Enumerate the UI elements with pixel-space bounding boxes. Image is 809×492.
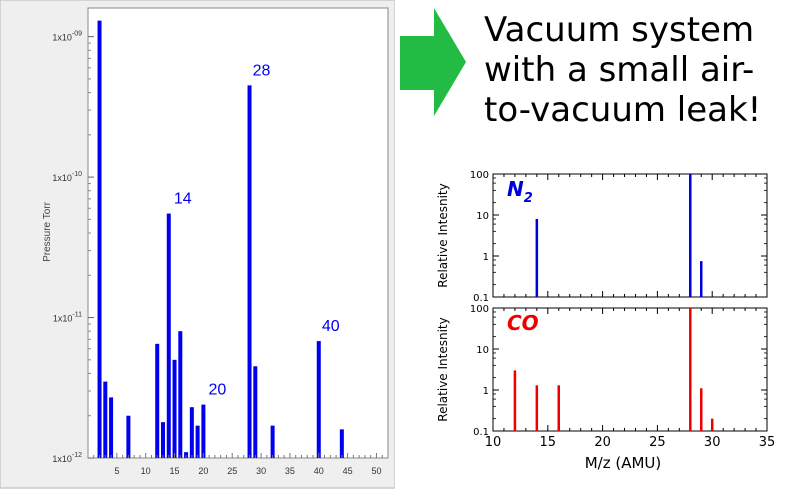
data-bar: [247, 85, 252, 458]
x-tick-label: 35: [759, 435, 776, 450]
data-bar: [178, 331, 183, 458]
y-axis-label: Relative Intesnity: [436, 317, 450, 421]
peak-annotation: 28: [253, 62, 271, 79]
x-tick-label: 25: [649, 435, 666, 450]
data-bar: [161, 422, 165, 458]
y-tick-label: 10: [476, 211, 489, 222]
plot-frame: [492, 307, 768, 432]
y-tick-label: 100: [470, 304, 489, 315]
data-bar: [126, 415, 131, 458]
y-tick-label: 100: [470, 170, 489, 181]
arrow-shape: [400, 8, 466, 116]
y-tick-label: 1: [483, 252, 489, 263]
peak-annotation: 40: [322, 318, 340, 335]
y-axis-label: Pressure Torr: [42, 201, 53, 262]
x-tick-label: 50: [371, 466, 381, 476]
x-tick-label: 20: [198, 466, 208, 476]
data-bar: [316, 341, 321, 458]
x-tick-label: 25: [227, 466, 237, 476]
peak-annotation: 20: [208, 382, 226, 399]
data-bar: [201, 404, 206, 458]
data-bar: [166, 213, 171, 458]
x-axis-label: M/z (AMU): [585, 454, 662, 472]
series-label: CO: [507, 311, 539, 335]
data-bar: [189, 407, 194, 458]
x-tick-label: 30: [704, 435, 721, 450]
data-bar: [97, 20, 102, 458]
peak-annotation: 14: [174, 191, 192, 208]
y-axis-label: Relative Intesnity: [436, 183, 450, 287]
x-tick-label: 20: [594, 435, 611, 450]
x-tick-label: 30: [256, 466, 266, 476]
data-bar: [195, 425, 200, 458]
x-tick-label: 45: [343, 466, 353, 476]
data-bar: [172, 359, 177, 458]
data-bar: [103, 381, 108, 458]
right-arrow-icon: [400, 8, 466, 116]
x-tick-label: 5: [114, 466, 119, 476]
y-tick-label: 0.1: [473, 293, 489, 304]
plot-frame: [492, 173, 768, 298]
x-tick-label: 10: [141, 466, 151, 476]
data-bar: [155, 343, 160, 458]
headline-line-3: to-vacuum leak!: [484, 90, 762, 130]
data-bar: [109, 397, 114, 458]
plot-area: [87, 7, 389, 459]
headline: Vacuum system with a small air- to-vacuu…: [484, 10, 804, 130]
x-tick-label: 10: [485, 435, 502, 450]
x-tick-label: 15: [540, 435, 557, 450]
headline-line-2: with a small air-: [484, 50, 755, 90]
y-tick-label: 10: [476, 345, 489, 356]
data-bar: [270, 425, 275, 458]
data-bar: [253, 366, 258, 458]
x-tick-label: 15: [170, 466, 180, 476]
data-bar: [339, 429, 344, 458]
y-tick-label: 0.1: [473, 427, 489, 438]
y-tick-label: 1: [483, 386, 489, 397]
x-tick-label: 35: [285, 466, 295, 476]
headline-line-1: Vacuum system: [484, 10, 755, 50]
x-tick-label: 40: [314, 466, 324, 476]
